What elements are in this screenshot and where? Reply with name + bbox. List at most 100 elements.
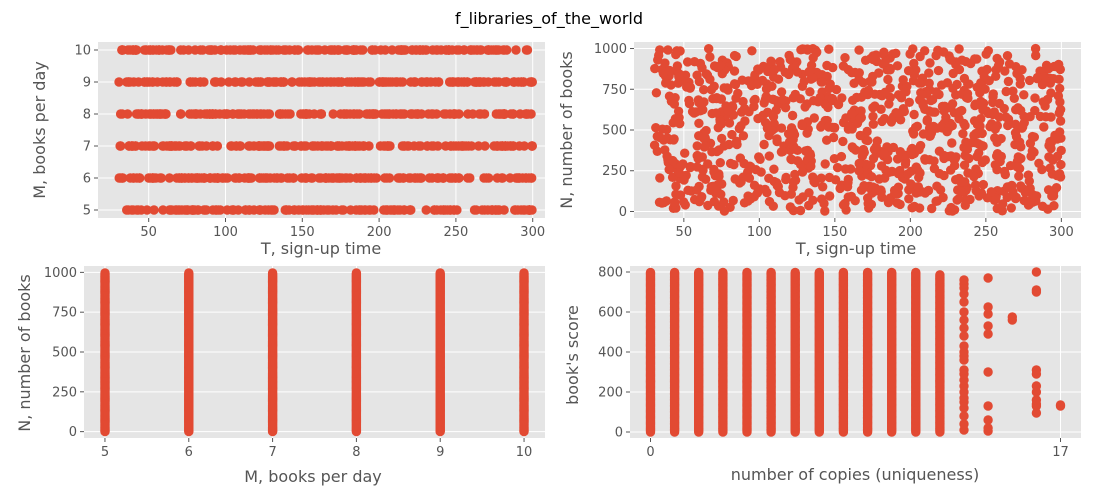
data-point [915, 140, 926, 151]
data-point [1031, 285, 1042, 295]
data-point [426, 109, 437, 119]
data-point [738, 96, 748, 107]
data-point [906, 179, 916, 189]
data-point [788, 177, 799, 187]
data-point [183, 173, 194, 183]
data-point [1042, 94, 1053, 105]
data-point [716, 94, 727, 104]
data-point [959, 323, 969, 333]
data-point [682, 82, 692, 92]
y-tick-label: 6 [83, 172, 91, 187]
data-point [880, 57, 890, 67]
y-tick-label: 600 [598, 306, 623, 321]
data-point [925, 58, 935, 68]
data-point [764, 173, 774, 183]
data-point [650, 63, 660, 74]
data-point [200, 205, 210, 215]
data-point [128, 205, 138, 215]
data-point [410, 173, 420, 183]
data-point [674, 168, 685, 178]
data-point [263, 77, 274, 87]
data-point [115, 173, 126, 183]
data-point [694, 76, 705, 87]
data-point [1055, 400, 1066, 410]
data-point [128, 141, 139, 151]
data-point [999, 166, 1010, 177]
data-point [135, 173, 145, 183]
data-point [1019, 90, 1029, 100]
data-point [974, 148, 984, 158]
data-point [790, 89, 800, 100]
data-point [930, 107, 940, 117]
data-point [744, 173, 755, 183]
data-point [960, 194, 971, 205]
data-point [429, 205, 439, 215]
data-point [1020, 187, 1031, 198]
y-tick-label: 9 [83, 76, 91, 91]
data-point [874, 68, 884, 78]
data-point [501, 77, 511, 87]
data-point [680, 148, 690, 158]
data-point [302, 45, 313, 55]
data-point [827, 93, 837, 104]
x-tick-label: 17 [1052, 445, 1069, 460]
data-point [1031, 395, 1042, 405]
data-point [768, 112, 779, 122]
data-point [1030, 43, 1041, 54]
data-point [422, 77, 432, 87]
data-point [935, 185, 946, 195]
data-point [969, 171, 979, 182]
data-point [830, 175, 841, 185]
data-point [802, 128, 812, 138]
data-point [762, 123, 773, 133]
data-point [983, 401, 993, 411]
data-point [234, 173, 244, 183]
data-point [697, 152, 707, 162]
data-point [446, 173, 456, 183]
data-point [1054, 108, 1065, 118]
data-point [909, 58, 919, 69]
data-point [123, 77, 133, 87]
data-point [992, 149, 1003, 159]
data-point [468, 109, 478, 119]
data-point [976, 114, 986, 124]
data-point [352, 109, 362, 119]
data-point [441, 109, 451, 119]
data-point [990, 124, 1000, 134]
data-point [714, 171, 724, 182]
data-point [887, 267, 897, 278]
data-point [698, 165, 708, 175]
data-point [701, 125, 711, 136]
x-tick-label: 9 [436, 445, 444, 460]
data-point [376, 45, 386, 55]
data-point [832, 162, 843, 173]
data-point [1031, 381, 1042, 391]
data-point [284, 173, 295, 183]
data-point [1012, 68, 1022, 79]
data-point [692, 141, 702, 151]
data-point [843, 192, 853, 202]
data-point [694, 97, 704, 108]
data-point [115, 109, 126, 119]
data-point [508, 109, 518, 119]
data-point [808, 195, 818, 205]
x-tick-label: 50 [140, 225, 157, 240]
data-point [669, 134, 679, 144]
data-point [1011, 131, 1022, 142]
data-point [505, 173, 515, 183]
data-point [175, 109, 186, 119]
data-point [290, 45, 300, 55]
data-point [959, 315, 969, 325]
data-point [998, 199, 1008, 209]
data-point [915, 51, 925, 62]
data-point [494, 45, 504, 55]
data-point [379, 205, 389, 215]
data-point [824, 83, 834, 94]
data-point [718, 267, 728, 278]
data-point [301, 205, 312, 215]
data-point [664, 164, 674, 175]
data-point [461, 141, 471, 151]
data-point [868, 111, 878, 122]
